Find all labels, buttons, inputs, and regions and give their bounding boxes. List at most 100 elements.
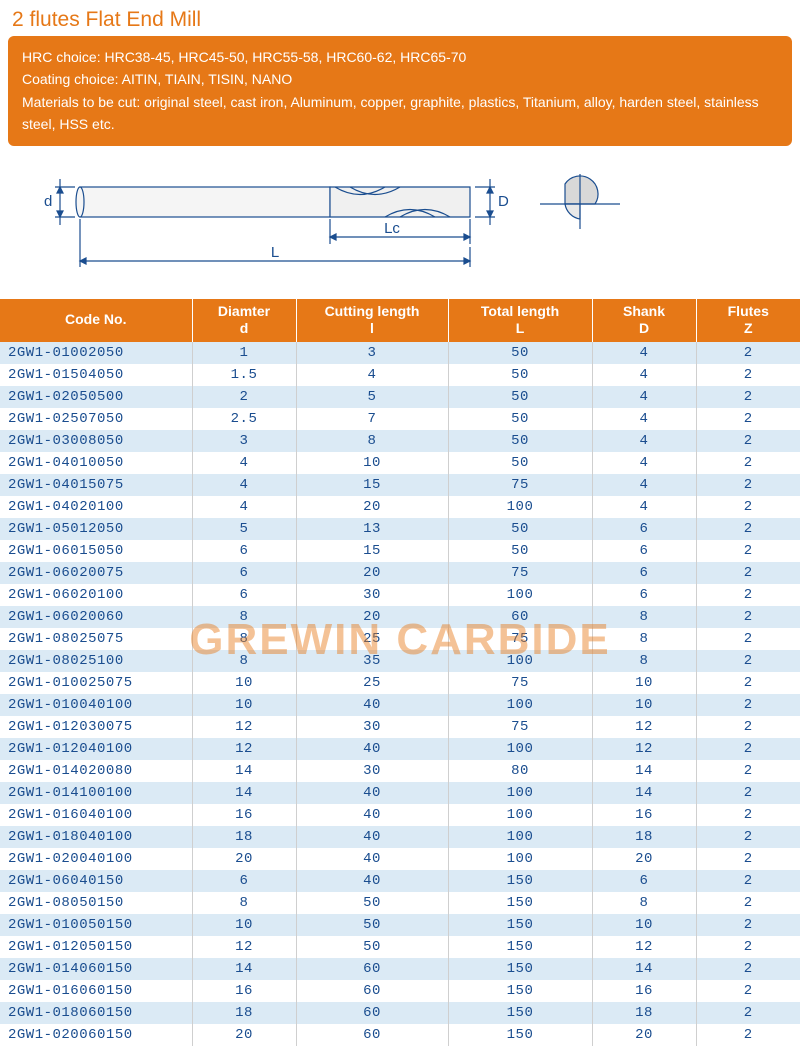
table-cell: 100 [448,738,592,760]
table-cell: 2.5 [192,408,296,430]
table-cell: 50 [296,892,448,914]
table-cell: 2GW1-04010050 [0,452,192,474]
table-cell: 40 [296,870,448,892]
table-col-header: Cutting lengthl [296,299,448,342]
table-cell: 2 [696,650,800,672]
table-cell: 4 [592,342,696,364]
table-cell: 30 [296,760,448,782]
diagram-label-L: L [271,244,279,261]
table-cell: 2 [696,1024,800,1046]
table-row: 2GW1-060200608206082 [0,606,800,628]
table-header: Code No.DiamterdCutting lengthlTotal len… [0,299,800,342]
table-cell: 2GW1-010050150 [0,914,192,936]
table-cell: 60 [296,1002,448,1024]
table-cell: 100 [448,650,592,672]
table-cell: 6 [592,870,696,892]
table-cell: 8 [192,628,296,650]
table-cell: 40 [296,782,448,804]
table-cell: 2 [696,584,800,606]
table-cell: 75 [448,672,592,694]
table-cell: 2 [696,804,800,826]
table-cell: 50 [448,540,592,562]
table-cell: 4 [192,474,296,496]
table-row: 2GW1-010025075102575102 [0,672,800,694]
table-cell: 75 [448,716,592,738]
table-cell: 2GW1-014060150 [0,958,192,980]
info-box: HRC choice: HRC38-45, HRC45-50, HRC55-58… [8,36,792,146]
table-cell: 80 [448,760,592,782]
table-cell: 2 [192,386,296,408]
table-cell: 50 [448,430,592,452]
table-cell: 12 [192,716,296,738]
table-cell: 150 [448,870,592,892]
table-cell: 2 [696,848,800,870]
table-cell: 12 [592,936,696,958]
table-cell: 12 [592,716,696,738]
table-col-header: FlutesZ [696,299,800,342]
table-cell: 60 [448,606,592,628]
table-cell: 2GW1-02507050 [0,408,192,430]
table-cell: 20 [296,606,448,628]
table-cell: 2 [696,540,800,562]
table-cell: 2 [696,870,800,892]
table-cell: 14 [192,782,296,804]
table-row: 2GW1-0805015085015082 [0,892,800,914]
table-cell: 2 [696,518,800,540]
table-cell: 40 [296,826,448,848]
table-cell: 2GW1-06040150 [0,870,192,892]
table-cell: 4 [592,364,696,386]
table-cell: 40 [296,804,448,826]
table-row: 2GW1-0141001001440100142 [0,782,800,804]
table-cell: 2GW1-04020100 [0,496,192,518]
table-cell: 6 [592,540,696,562]
table-cell: 2 [696,936,800,958]
table-cell: 2GW1-08025100 [0,650,192,672]
table-cell: 2 [696,738,800,760]
table-cell: 4 [592,474,696,496]
table-cell: 2 [696,408,800,430]
table-cell: 25 [296,628,448,650]
table-cell: 8 [592,606,696,628]
table-cell: 2GW1-020040100 [0,848,192,870]
table-cell: 50 [448,452,592,474]
page-title: 2 flutes Flat End Mill [0,0,800,36]
table-cell: 150 [448,958,592,980]
table-cell: 2 [696,452,800,474]
table-row: 2GW1-060200756207562 [0,562,800,584]
table-cell: 75 [448,562,592,584]
table-cell: 2 [696,496,800,518]
table-cell: 2GW1-08050150 [0,892,192,914]
table-cell: 10 [192,914,296,936]
table-cell: 150 [448,1002,592,1024]
table-cell: 2 [696,1002,800,1024]
table-cell: 100 [448,584,592,606]
table-cell: 60 [296,958,448,980]
table-cell: 2 [696,914,800,936]
table-cell: 2 [696,342,800,364]
table-cell: 4 [592,430,696,452]
table-row: 2GW1-03008050385042 [0,430,800,452]
table-row: 2GW1-0100401001040100102 [0,694,800,716]
table-row: 2GW1-080250758257582 [0,628,800,650]
table-cell: 2 [696,628,800,650]
table-row: 2GW1-014020080143080142 [0,760,800,782]
table-cell: 18 [192,826,296,848]
table-cell: 60 [296,980,448,1002]
table-cell: 2 [696,958,800,980]
table-cell: 40 [296,848,448,870]
table-cell: 2 [696,760,800,782]
table-row: 2GW1-0402010042010042 [0,496,800,518]
table-cell: 2GW1-05012050 [0,518,192,540]
table-cell: 10 [296,452,448,474]
table-cell: 50 [448,364,592,386]
table-cell: 2 [696,694,800,716]
table-cell: 6 [592,584,696,606]
diagram-label-D: D [498,193,509,210]
table-row: 2GW1-060150506155062 [0,540,800,562]
table-cell: 1.5 [192,364,296,386]
table-cell: 2GW1-010040100 [0,694,192,716]
table-cell: 150 [448,914,592,936]
table-cell: 100 [448,804,592,826]
table-cell: 8 [192,606,296,628]
table-cell: 8 [592,650,696,672]
